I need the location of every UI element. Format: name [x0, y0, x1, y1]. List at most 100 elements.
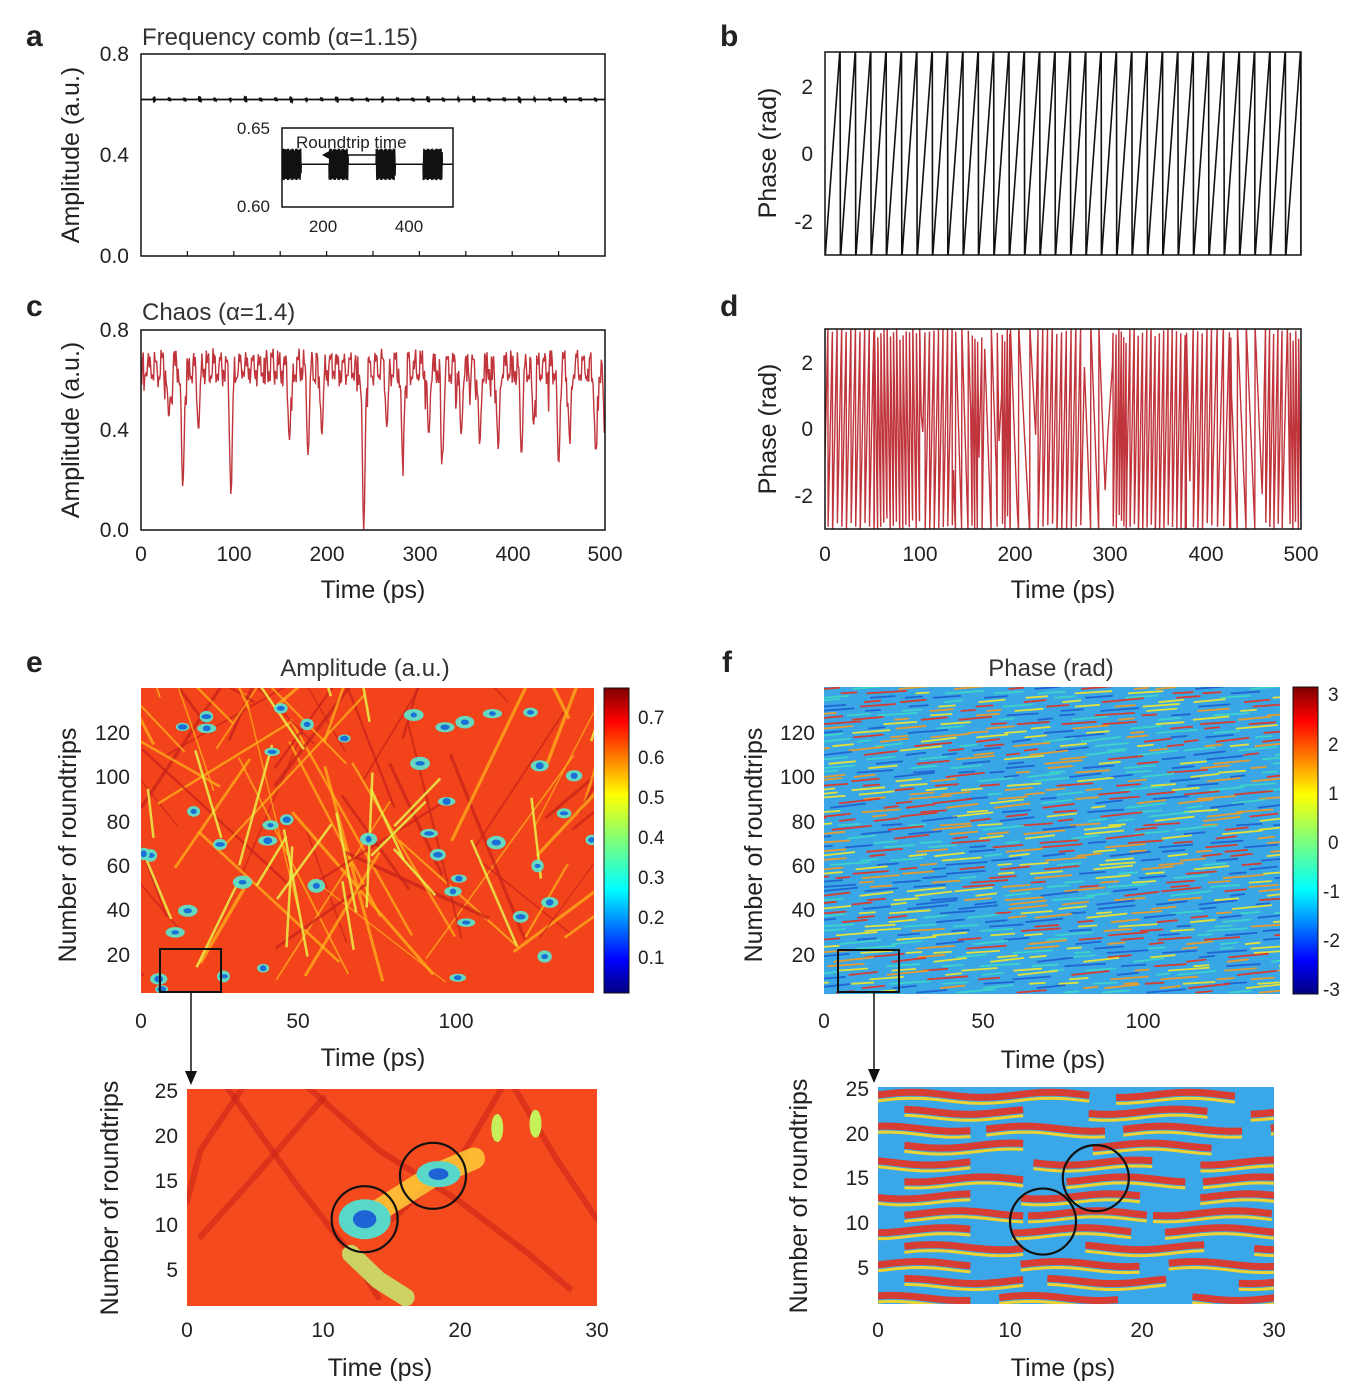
heatmap-streak: [544, 775, 594, 820]
phase-stripe: [936, 725, 964, 730]
zoom-phase-red: [878, 1122, 971, 1135]
phase-stripe: [1195, 849, 1212, 853]
phase-stripe: [1004, 730, 1027, 734]
zoom-phase-yellow: [1085, 1249, 1205, 1258]
phase-stripe: [1267, 893, 1280, 897]
panel-d-xtick: 100: [902, 543, 937, 566]
phase-stripe: [1069, 954, 1096, 959]
panel-f-title: Phase (rad): [988, 655, 1113, 682]
phase-stripe: [1012, 975, 1051, 981]
phase-stripe: [1075, 769, 1111, 774]
phase-stripe: [929, 708, 954, 712]
phase-stripe: [979, 835, 1004, 840]
zoom-phase-red: [985, 1122, 1106, 1135]
phase-stripe: [824, 812, 852, 818]
phase-stripe: [824, 725, 854, 730]
phase-stripe: [1169, 777, 1201, 783]
phase-stripe: [1249, 812, 1279, 818]
phase-stripe: [864, 887, 899, 893]
phase-stripe: [824, 975, 846, 980]
phase-stripe: [1166, 743, 1184, 748]
panel-f-zoom-ylabel: Number of roundtrips: [785, 1079, 813, 1314]
phase-stripe: [1250, 687, 1280, 690]
phase-stripe: [1106, 949, 1149, 954]
phase-stripe: [914, 890, 953, 897]
phase-stripe: [1158, 843, 1194, 849]
phase-stripe: [1125, 769, 1152, 774]
phase-stripe: [942, 963, 964, 968]
phase-stripe: [1003, 754, 1044, 761]
phase-stripe: [959, 743, 978, 748]
heatmap-streak: [237, 757, 350, 975]
phase-stripe: [1229, 989, 1252, 994]
phase-stripe: [1028, 981, 1046, 985]
phase-stripe: [1139, 928, 1164, 932]
phase-stripe: [990, 932, 1015, 937]
panel-e-xtick: 0: [135, 1010, 147, 1033]
phase-stripe: [1220, 941, 1238, 946]
phase-stripe: [909, 791, 935, 796]
panel-f-zoom-ytick: 5: [857, 1257, 869, 1280]
phase-stripe: [1216, 977, 1235, 981]
phase-stripe: [1044, 865, 1080, 871]
phase-stripe: [1204, 726, 1221, 730]
phase-stripe: [1213, 730, 1240, 734]
phase-stripe: [824, 944, 840, 948]
phase-stripe: [1039, 839, 1079, 844]
phase-stripe: [1107, 883, 1148, 888]
phase-stripe: [880, 737, 909, 743]
zoom-phase-red: [1012, 1224, 1132, 1237]
phase-stripe: [1216, 911, 1232, 915]
phase-stripe: [838, 797, 881, 805]
phase-stripe: [883, 843, 916, 849]
phase-stripe: [1157, 936, 1192, 941]
phase-stripe: [905, 803, 936, 809]
phase-stripe: [1254, 742, 1280, 748]
phase-stripe: [916, 989, 948, 994]
panel-b: 2 0 -2 Phase (rad): [754, 51, 1302, 256]
zoom-yellow-trail: [342, 1244, 415, 1306]
phase-stripe: [1110, 975, 1149, 981]
panel-label-c: c: [26, 290, 43, 323]
panel-f-colorbar-tick: 3: [1328, 685, 1339, 706]
zoom-phase-red: [1047, 1274, 1167, 1288]
panel-a-inset-xtick: 200: [309, 217, 337, 236]
panel-e-ytick: 120: [95, 722, 130, 745]
phase-stripe: [977, 822, 1003, 827]
panel-d: 2 0 -2 Phase (rad) 0 100 200 300 400 500…: [754, 328, 1319, 604]
phase-stripe: [1236, 822, 1263, 827]
panel-e-zoom-xtick: 10: [311, 1319, 334, 1342]
phase-stripe: [824, 848, 847, 853]
phase-stripe: [1230, 852, 1253, 858]
phase-stripe: [1259, 796, 1280, 800]
phase-stripe: [1262, 738, 1280, 743]
zoom-phase-red: [878, 1190, 971, 1203]
phase-stripe: [1095, 799, 1124, 805]
panel-f-ytick: 100: [780, 766, 815, 789]
panel-f-colorbar-tick: -2: [1323, 931, 1340, 952]
panel-f-zoom-xtick: 10: [998, 1319, 1021, 1342]
phase-stripe: [806, 970, 821, 971]
phase-stripe: [1220, 694, 1251, 699]
phase-stripe: [1198, 703, 1231, 708]
panel-f-heatmap-stripes: [806, 687, 1280, 994]
phase-stripe: [1158, 932, 1180, 937]
phase-stripe: [1021, 927, 1061, 932]
phase-stripe: [966, 809, 989, 814]
phase-stripe: [1020, 822, 1053, 827]
phase-stripe: [870, 884, 893, 888]
phase-stripe: [1023, 699, 1047, 704]
zoom-phase-yellow: [1200, 1198, 1274, 1206]
phase-stripe: [1004, 786, 1034, 792]
phase-stripe: [957, 937, 982, 941]
phase-stripe: [1206, 755, 1244, 761]
phase-stripe: [838, 818, 856, 822]
phase-stripe: [1085, 967, 1117, 972]
phase-stripe: [1198, 954, 1216, 959]
phase-stripe: [984, 743, 1005, 748]
phase-stripe: [895, 725, 927, 730]
phase-stripe: [824, 777, 843, 781]
phase-stripe: [1142, 703, 1180, 708]
phase-stripe: [1224, 848, 1248, 853]
phase-stripe: [1149, 747, 1169, 752]
